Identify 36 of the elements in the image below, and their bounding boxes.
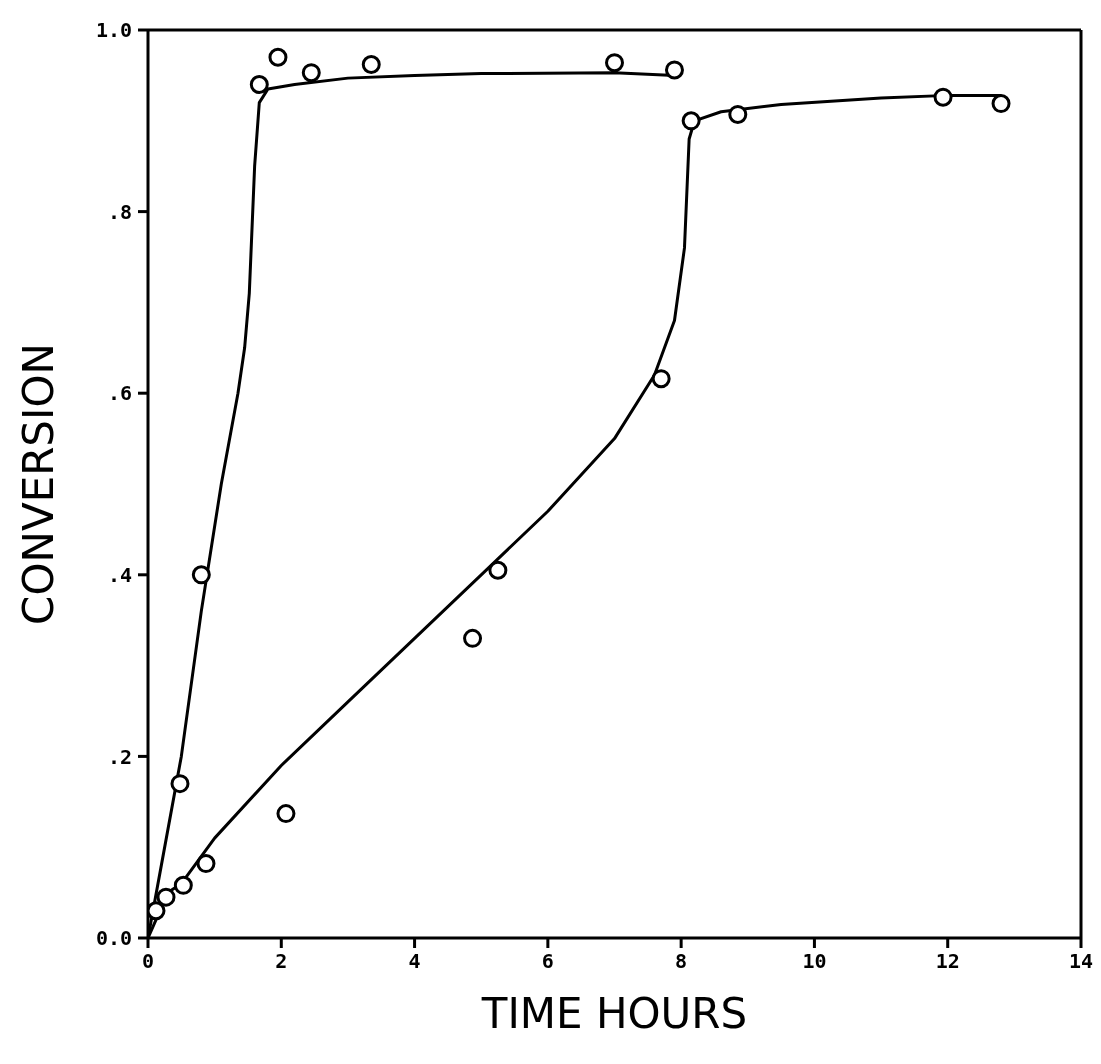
point [681, 111, 701, 131]
point [196, 854, 216, 874]
point [463, 628, 483, 648]
y-tick-label: .2 [107, 744, 132, 769]
point [249, 74, 269, 94]
x-tick-label: 14 [1068, 949, 1094, 974]
point [933, 87, 953, 107]
point [664, 60, 684, 80]
y-tick-label: 0.0 [95, 926, 132, 951]
point [488, 560, 508, 580]
x-tick-label: 8 [675, 949, 688, 974]
point [170, 774, 190, 794]
x-tick-label: 12 [935, 949, 960, 974]
y-tick-label: .8 [107, 199, 132, 224]
x-tick-label: 2 [275, 949, 288, 974]
y-tick-label: .6 [107, 381, 132, 406]
point [268, 47, 288, 67]
point [276, 804, 296, 824]
x-axis-title: TIME HOURS [480, 989, 748, 1038]
point [173, 875, 193, 895]
x-tick-label: 6 [541, 949, 554, 974]
y-axis-title: CONVERSION [13, 343, 63, 625]
point [156, 887, 176, 907]
x-tick-label: 10 [802, 949, 827, 974]
point [361, 55, 381, 74]
point [651, 369, 671, 389]
point [301, 63, 321, 83]
y-tick-label: .4 [107, 562, 132, 587]
point [605, 53, 624, 73]
point [728, 104, 748, 124]
point [148, 901, 166, 921]
x-tick-label: 0 [141, 949, 155, 974]
point [191, 565, 211, 585]
point [991, 94, 1011, 114]
x-tick-label: 4 [408, 949, 421, 974]
y-tick-label: 1.0 [95, 18, 132, 43]
